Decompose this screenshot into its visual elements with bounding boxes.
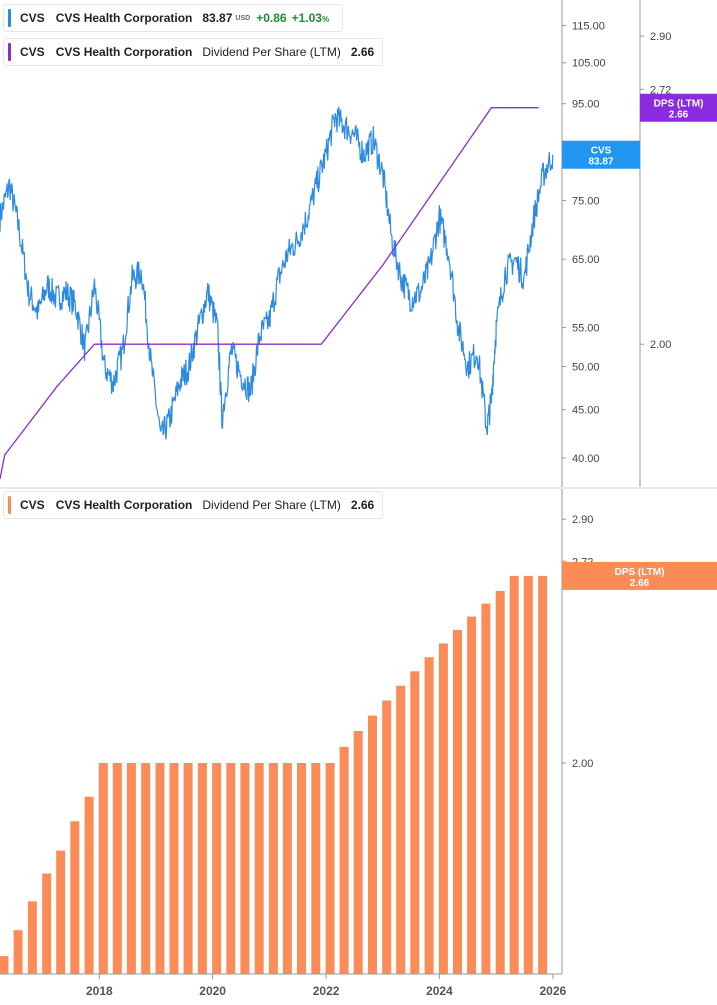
bottom-panel — [0, 575, 548, 974]
dps-bar — [141, 763, 151, 974]
dps-bar — [339, 746, 349, 974]
dps-legend-bottom-swatch — [8, 496, 11, 514]
dps-bar — [212, 763, 222, 974]
dps-bar — [438, 643, 448, 974]
dps-bar — [226, 763, 236, 974]
dps-legend-top-swatch — [8, 43, 11, 61]
legend-company: CVS Health Corporation — [55, 11, 193, 25]
dps-badge-bottom-bg — [562, 561, 717, 590]
legend-symbol: CVS — [20, 45, 45, 59]
price-tick-label: 75.00 — [572, 196, 600, 208]
dps-bar — [27, 901, 37, 974]
dps-bar — [84, 796, 94, 974]
dps-bar — [42, 873, 52, 974]
dps-bar — [240, 763, 250, 974]
dps-bar — [424, 657, 434, 974]
price-tick-label: 55.00 — [572, 323, 600, 335]
dps-bar — [396, 685, 406, 974]
price-line — [0, 106, 554, 440]
dps-bar — [268, 763, 278, 974]
x-tick-label: 2024 — [426, 984, 453, 998]
dps-bar — [112, 763, 122, 974]
dps-bar — [467, 616, 477, 974]
dps-bar — [183, 763, 193, 974]
dps-bar — [368, 715, 377, 974]
legend-currency: USD — [235, 14, 251, 22]
dps-tick-label-top: 2.72 — [650, 84, 671, 96]
dps-bar — [98, 763, 108, 974]
dps-tick-label-bottom: 2.90 — [572, 514, 593, 526]
legend-symbol: CVS — [20, 498, 45, 512]
dps-bar — [13, 930, 23, 974]
dps-legend-bottom[interactable]: CVS CVS Health Corporation Dividend Per … — [3, 491, 384, 519]
legend-metric-value: 2.66 — [350, 45, 375, 59]
dps-bar — [453, 629, 462, 974]
x-tick-label: 2026 — [539, 984, 566, 998]
dps-bar — [254, 763, 264, 974]
legend-company: CVS Health Corporation — [55, 498, 193, 512]
dps-bar — [155, 763, 165, 974]
price-badge-title: CVS — [591, 146, 612, 157]
dps-tick-label-top: 2.00 — [650, 339, 671, 351]
legend-change-pct-value: +1.03 — [291, 11, 322, 25]
dps-bar — [538, 575, 548, 974]
legend-metric: Dividend Per Share (LTM) — [202, 45, 341, 59]
price-tick-label: 40.00 — [572, 453, 600, 465]
dps-bar — [523, 575, 533, 974]
price-tick-label: 95.00 — [572, 99, 600, 111]
dps-badge-top-value: 2.66 — [669, 110, 689, 121]
dps-badge-top-title: DPS (LTM) — [654, 99, 704, 110]
dps-bar — [353, 731, 363, 974]
dps-bar — [297, 763, 306, 974]
dps-bar — [481, 603, 491, 974]
dps-legend-top[interactable]: CVS CVS Health Corporation Dividend Per … — [3, 38, 384, 66]
dps-bar — [382, 700, 392, 974]
legend-metric: Dividend Per Share (LTM) — [202, 498, 341, 512]
top-panel — [0, 106, 554, 480]
dps-tick-label-bottom: 2.00 — [572, 758, 593, 770]
x-tick-label: 2020 — [199, 984, 226, 998]
price-tick-label: 105.00 — [572, 58, 606, 70]
x-tick-label: 2018 — [86, 984, 113, 998]
dps-bar — [410, 671, 420, 974]
dps-bar — [495, 590, 505, 974]
dps-tick-label-top: 2.90 — [650, 31, 671, 43]
dps-bar — [70, 821, 80, 974]
price-legend[interactable]: CVS CVS Health Corporation 83.87 USD +0.… — [3, 4, 344, 32]
dps-bar — [56, 850, 66, 974]
legend-metric-value: 2.66 — [350, 498, 375, 512]
dps-badge-top-bg — [640, 93, 717, 122]
dps-bar — [325, 763, 335, 974]
dps-badge-bottom-value: 2.66 — [630, 578, 650, 589]
price-tick-label: 65.00 — [572, 254, 600, 266]
dps-bar — [0, 956, 9, 974]
legend-change: +0.86 — [256, 11, 287, 25]
dps-line — [0, 107, 539, 480]
price-legend-swatch — [8, 9, 11, 27]
dps-bar — [311, 763, 321, 974]
price-tick-label: 45.00 — [572, 405, 600, 417]
price-tick-label: 50.00 — [572, 362, 600, 374]
dps-bar — [197, 763, 207, 974]
price-tick-label: 115.00 — [572, 20, 605, 32]
dps-bar — [169, 763, 179, 974]
price-badge-value: 83.87 — [588, 157, 613, 168]
dps-bar — [126, 763, 136, 974]
legend-company: CVS Health Corporation — [55, 45, 193, 59]
price-badge-bg — [562, 140, 640, 169]
legend-change-pct: +1.03% — [292, 11, 330, 25]
dps-badge-bottom-title: DPS (LTM) — [615, 567, 665, 578]
legend-pct-sign: % — [321, 15, 330, 24]
dps-bar — [282, 763, 292, 974]
legend-symbol: CVS — [20, 11, 45, 25]
legend-price: 83.87 — [202, 11, 233, 25]
x-tick-label: 2022 — [313, 984, 340, 998]
dps-bar — [509, 575, 519, 974]
